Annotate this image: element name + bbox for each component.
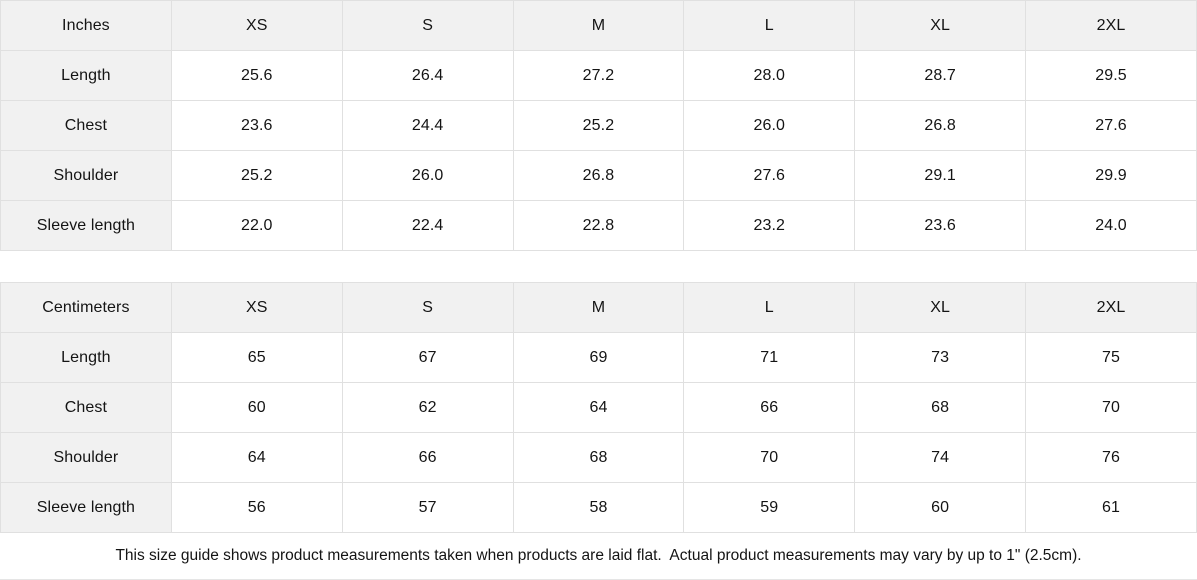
table-row: Chest 23.6 24.4 25.2 26.0 26.8 27.6 <box>0 100 1197 151</box>
size-header-cell: L <box>683 0 856 51</box>
size-header-cell: XL <box>854 0 1027 51</box>
table-row: Sleeve length 56 57 58 59 60 61 <box>0 482 1197 533</box>
measurement-cell: 68 <box>512 432 685 483</box>
row-label: Sleeve length <box>0 482 172 533</box>
measurement-cell: 24.0 <box>1025 200 1197 251</box>
table-row: Length 25.6 26.4 27.2 28.0 28.7 29.5 <box>0 50 1197 101</box>
measurement-cell: 59 <box>683 482 856 533</box>
measurement-cell: 66 <box>683 382 856 433</box>
measurement-cell: 66 <box>341 432 514 483</box>
size-header-cell: XS <box>170 282 343 333</box>
size-table-inches: Inches XS S M L XL 2XL Length 25.6 26.4 27.2 28.0 28… <box>0 0 1197 251</box>
measurement-cell: 60 <box>170 382 343 433</box>
measurement-cell: 29.5 <box>1025 50 1197 101</box>
size-header-cell: S <box>341 0 514 51</box>
row-label: Shoulder <box>0 432 172 483</box>
measurement-cell: 73 <box>854 332 1027 383</box>
measurement-cell: 61 <box>1025 482 1197 533</box>
measurement-cell: 70 <box>1025 382 1197 433</box>
measurement-cell: 67 <box>341 332 514 383</box>
size-header-cell: S <box>341 282 514 333</box>
measurement-cell: 74 <box>854 432 1027 483</box>
measurement-cell: 64 <box>170 432 343 483</box>
size-table-centimeters: Centimeters XS S M L XL 2XL Length 65 67 69 71 73 75 C… <box>0 282 1197 533</box>
size-header-cell: L <box>683 282 856 333</box>
measurement-cell: 23.6 <box>854 200 1027 251</box>
unit-label: Inches <box>0 0 172 51</box>
row-label: Chest <box>0 100 172 151</box>
measurement-cell: 75 <box>1025 332 1197 383</box>
measurement-cell: 68 <box>854 382 1027 433</box>
measurement-cell: 65 <box>170 332 343 383</box>
measurement-cell: 71 <box>683 332 856 383</box>
measurement-cell: 26.0 <box>341 150 514 201</box>
measurement-cell: 64 <box>512 382 685 433</box>
measurement-cell: 27.6 <box>1025 100 1197 151</box>
measurement-cell: 28.7 <box>854 50 1027 101</box>
table-row: Length 65 67 69 71 73 75 <box>0 332 1197 383</box>
measurement-cell: 58 <box>512 482 685 533</box>
measurement-cell: 23.6 <box>170 100 343 151</box>
measurement-cell: 70 <box>683 432 856 483</box>
measurement-cell: 76 <box>1025 432 1197 483</box>
measurement-cell: 25.6 <box>170 50 343 101</box>
measurement-cell: 23.2 <box>683 200 856 251</box>
row-label: Sleeve length <box>0 200 172 251</box>
size-header-cell: 2XL <box>1025 0 1197 51</box>
table-row: Shoulder 25.2 26.0 26.8 27.6 29.1 29.9 <box>0 150 1197 201</box>
measurement-cell: 57 <box>341 482 514 533</box>
measurement-cell: 25.2 <box>512 100 685 151</box>
footer-note: This size guide shows product measuremen… <box>0 533 1197 580</box>
measurement-cell: 29.9 <box>1025 150 1197 201</box>
measurement-cell: 69 <box>512 332 685 383</box>
table-row: Sleeve length 22.0 22.4 22.8 23.2 23.6 24.0 <box>0 200 1197 251</box>
size-header-cell: 2XL <box>1025 282 1197 333</box>
size-header-cell: M <box>512 282 685 333</box>
measurement-cell: 22.0 <box>170 200 343 251</box>
row-label: Length <box>0 50 172 101</box>
table-row: Chest 60 62 64 66 68 70 <box>0 382 1197 433</box>
measurement-cell: 26.8 <box>512 150 685 201</box>
measurement-cell: 22.4 <box>341 200 514 251</box>
measurement-cell: 60 <box>854 482 1027 533</box>
row-label: Shoulder <box>0 150 172 201</box>
row-label: Length <box>0 332 172 383</box>
measurement-cell: 56 <box>170 482 343 533</box>
measurement-cell: 22.8 <box>512 200 685 251</box>
unit-label: Centimeters <box>0 282 172 333</box>
size-header-cell: XS <box>170 0 343 51</box>
size-header-row: Inches XS S M L XL 2XL <box>0 0 1197 51</box>
table-row: Shoulder 64 66 68 70 74 76 <box>0 432 1197 483</box>
size-header-cell: M <box>512 0 685 51</box>
section-gap <box>0 251 1197 282</box>
measurement-cell: 25.2 <box>170 150 343 201</box>
measurement-cell: 29.1 <box>854 150 1027 201</box>
measurement-cell: 28.0 <box>683 50 856 101</box>
measurement-cell: 26.0 <box>683 100 856 151</box>
measurement-cell: 27.6 <box>683 150 856 201</box>
size-header-cell: XL <box>854 282 1027 333</box>
row-label: Chest <box>0 382 172 433</box>
size-header-row: Centimeters XS S M L XL 2XL <box>0 282 1197 333</box>
measurement-cell: 27.2 <box>512 50 685 101</box>
measurement-cell: 24.4 <box>341 100 514 151</box>
measurement-cell: 62 <box>341 382 514 433</box>
measurement-cell: 26.8 <box>854 100 1027 151</box>
measurement-cell: 26.4 <box>341 50 514 101</box>
